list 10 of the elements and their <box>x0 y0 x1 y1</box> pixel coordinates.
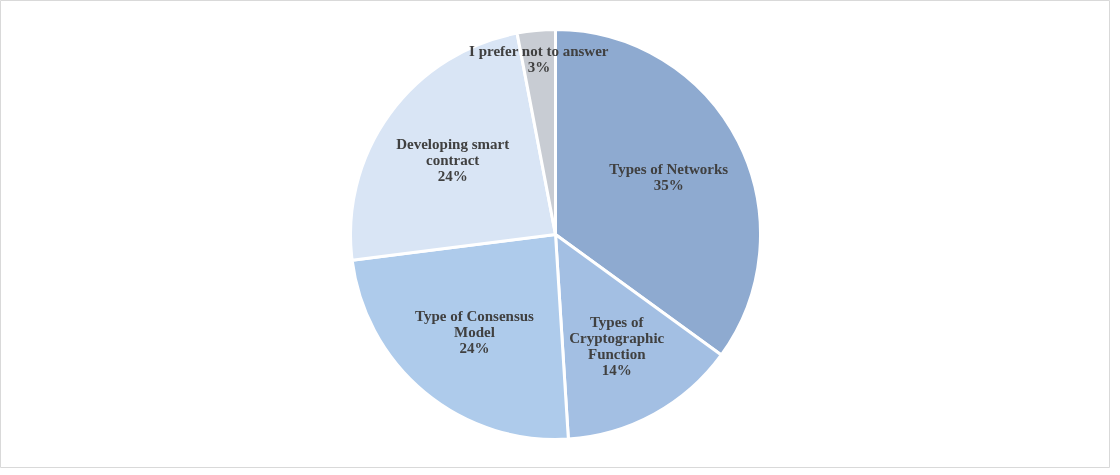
slice-label: Types of Networks <box>609 160 729 177</box>
data-label: 3% <box>527 58 551 75</box>
slice-label: I prefer not to answer <box>469 42 609 59</box>
data-label: 35% <box>653 176 684 193</box>
slice-label: Developing smart contract <box>396 135 510 168</box>
data-label: 14% <box>601 361 632 378</box>
slice-label: Type of Consensus Model <box>415 308 535 341</box>
data-label: 24% <box>459 340 490 357</box>
data-label: 24% <box>437 167 468 184</box>
slice-label: Types of Cryptographic Function <box>569 313 665 362</box>
